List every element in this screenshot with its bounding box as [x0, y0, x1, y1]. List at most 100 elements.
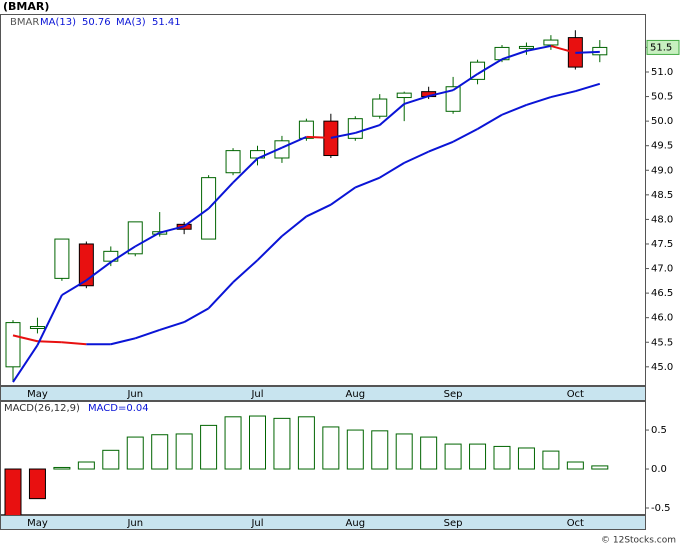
ma-line	[452, 73, 479, 92]
macd-bar	[126, 436, 144, 470]
y-tick-label: 49.5	[651, 141, 673, 152]
y-tick-label: 0.5	[651, 425, 667, 436]
candle-body	[5, 322, 21, 368]
legend-label: MA(3)	[116, 17, 146, 28]
x-tick-label: May	[27, 389, 48, 400]
ma-line	[428, 89, 454, 98]
macd-bar	[53, 466, 71, 470]
y-tick-label: 48.5	[651, 190, 673, 201]
ma-line	[477, 113, 503, 130]
legend-symbol: BMAR	[10, 17, 39, 28]
ma-line	[403, 95, 429, 105]
x-tick-label: Sep	[444, 389, 463, 400]
y-tick-label: 51.0	[651, 67, 673, 78]
candle-body	[298, 120, 314, 139]
x-tick-label: Aug	[346, 518, 366, 529]
ma-line	[354, 124, 381, 134]
candle-body	[445, 86, 461, 112]
macd-bar	[346, 429, 364, 470]
macd-bar	[517, 447, 535, 470]
x-tick-label: Jun	[126, 389, 143, 400]
macd-bar	[371, 430, 389, 470]
macd-bar	[273, 417, 291, 470]
macd-plot	[4, 415, 609, 515]
y-tick-label: 50.5	[651, 92, 673, 103]
footer: © 12Stocks.com	[601, 536, 676, 546]
candle-body	[518, 45, 534, 49]
macd-bar	[77, 461, 95, 470]
candle-body	[225, 150, 241, 174]
legend-label: MACD=0.04	[88, 403, 149, 414]
candle-body	[29, 326, 45, 329]
y-tick-label: 47.0	[651, 264, 673, 275]
ma-line	[61, 341, 87, 346]
ma-line	[134, 329, 161, 340]
ma-line	[207, 181, 234, 210]
ma-line	[110, 245, 136, 263]
ma-line	[61, 279, 87, 296]
macd-bar	[444, 443, 462, 470]
ma-line	[12, 334, 38, 343]
ma-line	[306, 135, 331, 139]
ma-line	[207, 281, 234, 310]
last-price-box	[646, 39, 680, 55]
x-tick-label: Oct	[567, 389, 584, 400]
macd-bar	[542, 450, 560, 470]
ma-line	[501, 49, 527, 61]
ma-line	[305, 203, 332, 218]
macd-bar	[469, 443, 487, 470]
ma-line	[501, 103, 527, 116]
macd-bar	[151, 434, 169, 470]
ma-line	[37, 340, 62, 344]
candle-body	[592, 46, 608, 56]
ma-line	[281, 215, 308, 237]
ma-line	[330, 186, 356, 206]
candle-body	[54, 238, 70, 279]
ma-line	[183, 307, 210, 323]
x-tick-label: Jul	[250, 518, 263, 529]
ma-line	[575, 50, 600, 54]
ma-line	[85, 261, 112, 282]
chart-title: (BMAR)	[3, 0, 49, 13]
macd-bar	[224, 416, 242, 470]
macd-bar	[566, 461, 584, 470]
macd-bar	[200, 424, 218, 470]
y-tick-label: 50.0	[651, 116, 673, 127]
macd-bar	[102, 449, 120, 470]
price-plot	[5, 30, 608, 383]
x-tick-label: Jun	[126, 518, 143, 529]
y-tick-label: 0.0	[651, 464, 667, 475]
legend-value: 51.41	[152, 17, 181, 28]
ma-line	[379, 162, 405, 179]
ma-line	[36, 294, 63, 346]
price-frame	[0, 14, 646, 386]
ma-line	[575, 82, 601, 93]
ma-line	[12, 344, 39, 383]
ma-line	[183, 207, 210, 228]
x-tick-label: Oct	[567, 518, 584, 529]
ma-line	[232, 259, 259, 284]
y-tick-label: -0.5	[651, 503, 671, 514]
macd-bar	[493, 445, 511, 470]
ma-line	[526, 44, 552, 52]
x-tick-label: Sep	[444, 518, 463, 529]
candle-body	[127, 221, 143, 255]
macd-bar	[175, 433, 193, 470]
ma-line	[257, 146, 283, 160]
ma-line	[354, 176, 381, 189]
x-tick-label: Aug	[346, 389, 366, 400]
ma-line	[159, 321, 185, 331]
ma-line	[134, 231, 161, 248]
macd-bar	[249, 415, 266, 470]
y-tick-label: 48.0	[651, 214, 673, 225]
macd-bar	[28, 468, 46, 500]
ma-line	[232, 157, 259, 184]
candle-body	[347, 118, 363, 139]
candle-body	[396, 92, 412, 99]
ma-line	[281, 135, 307, 149]
macd-bar	[395, 433, 413, 470]
y-tick-label: 49.0	[651, 165, 673, 176]
y-tick-label: 46.0	[651, 313, 673, 324]
candle-body	[372, 98, 388, 117]
ma-line	[256, 235, 283, 261]
